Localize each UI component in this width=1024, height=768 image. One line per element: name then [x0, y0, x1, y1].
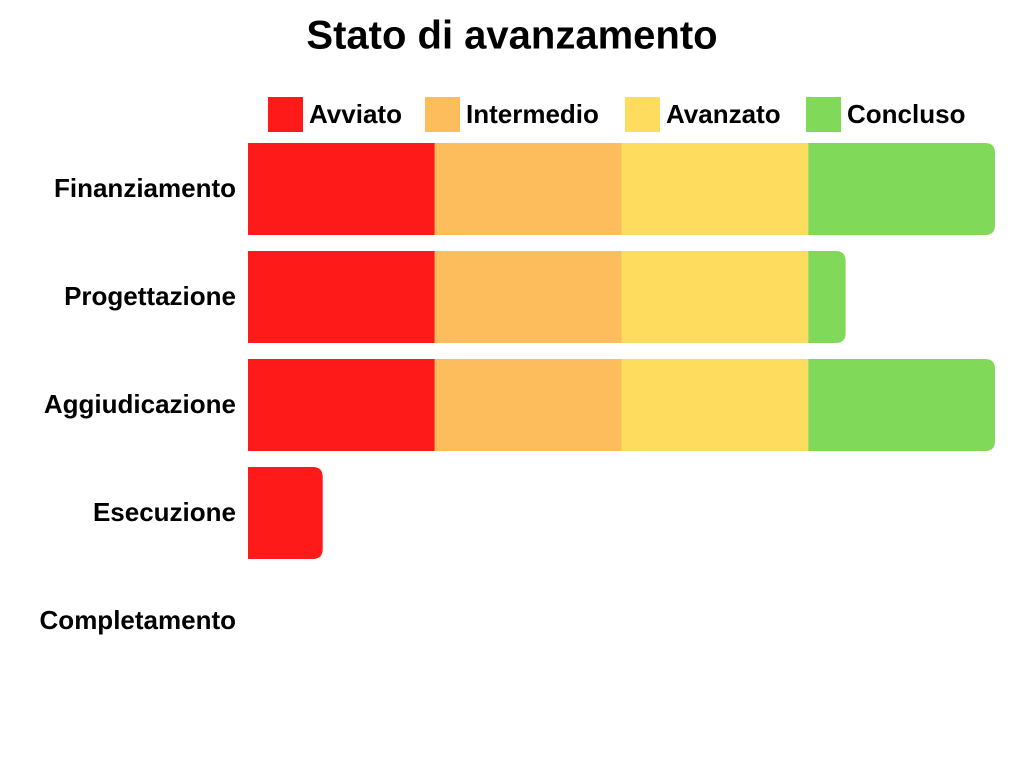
category-label: Progettazione: [64, 281, 236, 311]
legend-label: Avviato: [309, 99, 402, 129]
bar-segment: [808, 143, 995, 235]
bar-segment: [248, 251, 435, 343]
legend-swatch: [268, 97, 303, 132]
legend-swatch: [806, 97, 841, 132]
category-label: Completamento: [40, 605, 236, 635]
bar-segment: [248, 359, 435, 451]
legend-swatch: [425, 97, 460, 132]
bar-segment: [434, 251, 622, 343]
bar-segment: [621, 359, 809, 451]
bar-segment: [808, 359, 995, 451]
category-label: Aggiudicazione: [44, 389, 236, 419]
bar-segment: [621, 251, 809, 343]
category-label: Finanziamento: [54, 173, 236, 203]
bar-segment: [621, 143, 809, 235]
legend-label: Intermedio: [466, 99, 599, 129]
bar-segment: [248, 467, 323, 559]
bar-segment: [434, 143, 622, 235]
legend-label: Avanzato: [666, 99, 781, 129]
bar-segment: [248, 143, 435, 235]
category-label: Esecuzione: [93, 497, 236, 527]
chart-title: Stato di avanzamento: [306, 14, 717, 58]
bar-segment: [434, 359, 622, 451]
legend-label: Concluso: [847, 99, 965, 129]
legend-swatch: [625, 97, 660, 132]
bar-segment: [808, 251, 846, 343]
